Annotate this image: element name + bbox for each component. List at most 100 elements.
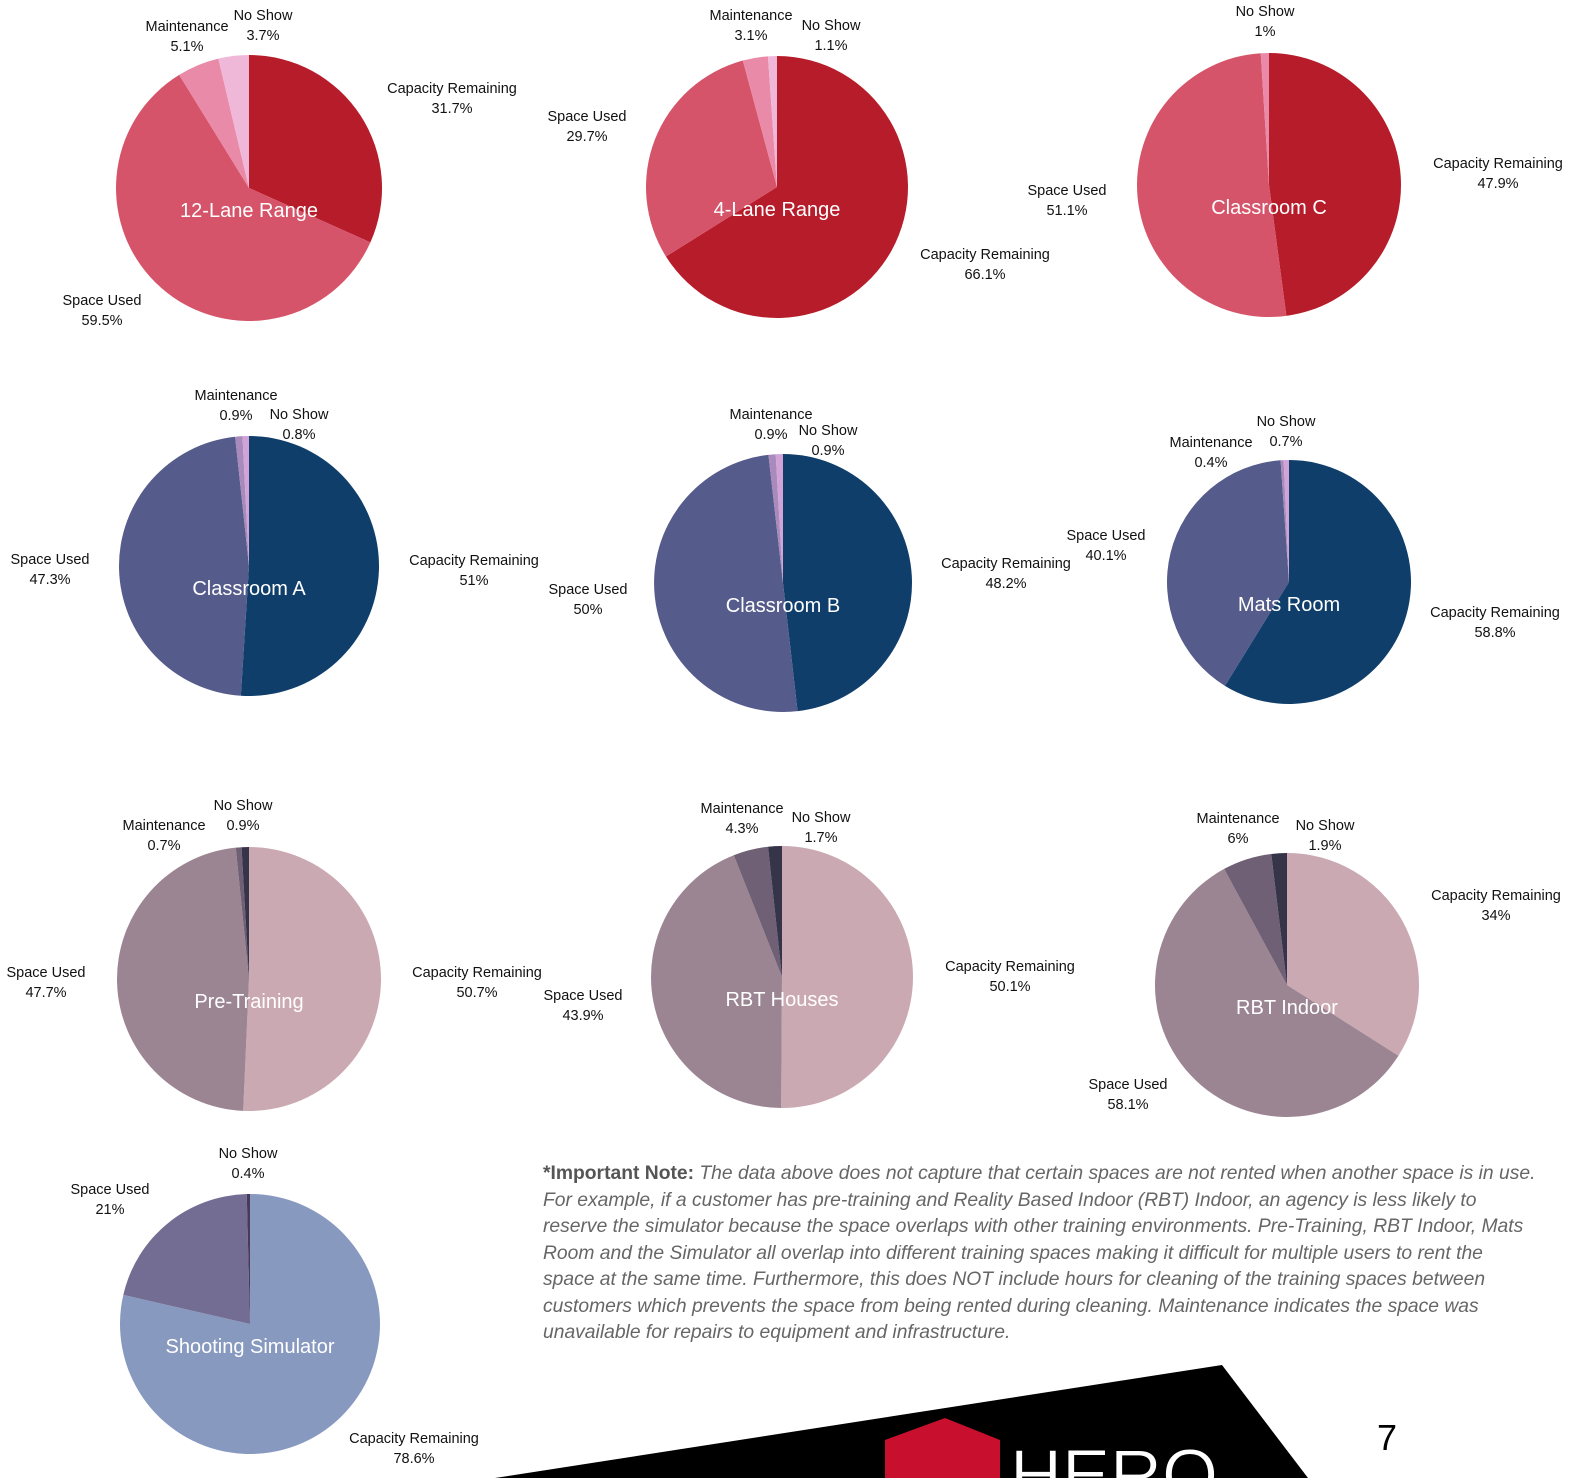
slice-label: No Show [1296,818,1355,834]
slice-value: 48.2% [985,576,1026,592]
slice-label: No Show [792,810,851,826]
footer-band [495,1365,1308,1478]
pie-slice [1283,460,1289,582]
slice-label: Maintenance [1169,435,1252,451]
note-lead: *Important Note: [543,1163,695,1184]
pie-slice [742,56,777,188]
pie-slice [1260,53,1269,185]
pie-slice [120,1194,381,1454]
slice-value: 47.3% [29,572,70,588]
pie-title: 4-Lane Range [714,199,841,221]
slice-value: 51.1% [1046,203,1087,219]
pie-slice [1166,460,1289,686]
slice-value: 21% [95,1202,124,1218]
pie-slice [249,55,382,243]
slice-label: Space Used [549,582,628,598]
pie-slice [1269,53,1401,316]
slice-label: Space Used [63,293,142,309]
slice-value: 50.7% [456,985,497,1001]
slice-value: 1% [1255,24,1276,40]
slice-value: 1.7% [804,830,837,846]
pie-slice [246,1194,250,1324]
slice-value: 29.7% [566,129,607,145]
pie-slice [119,436,250,696]
slice-label: Space Used [1089,1077,1168,1093]
slice-label: Space Used [544,988,623,1004]
slice-label: Maintenance [709,8,792,24]
slice-label: Capacity Remaining [1433,156,1563,172]
pie-slice [1287,853,1419,1056]
slice-value: 34% [1481,908,1510,924]
important-note: *Important Note: The data above does not… [543,1161,1538,1347]
pie-slice [665,56,908,318]
slice-value: 66.1% [964,267,1005,283]
slice-label: Space Used [7,965,86,981]
pie-slice [1155,868,1399,1117]
pie-slice [242,436,249,566]
slice-value: 0.7% [147,838,180,854]
pie-slice [1271,853,1287,985]
slice-label: No Show [802,18,861,34]
pie-slice [179,58,249,189]
pie-title: RBT Indoor [1236,997,1338,1019]
pie-slice [1224,853,1287,985]
pie-title: 12-Lane Range [180,200,318,222]
slice-value: 43.9% [562,1008,603,1024]
pie-slice [781,845,914,1108]
slice-value: 47.9% [1477,176,1518,192]
pie-slice [1137,53,1287,318]
slice-label: Capacity Remaining [1430,605,1560,621]
slice-value: 0.7% [1269,434,1302,450]
slice-label: No Show [219,1146,278,1162]
slice-value: 4.3% [725,821,758,837]
pie-slice [646,60,777,257]
pie-title: Classroom C [1211,197,1327,219]
slice-label: No Show [1236,4,1295,20]
logo-shield [885,1418,1000,1478]
pie-slice [116,74,371,321]
slice-label: No Show [234,8,293,24]
slice-label: Space Used [1028,183,1107,199]
slice-label: Capacity Remaining [349,1431,479,1447]
slice-label: Capacity Remaining [941,556,1071,572]
slice-value: 3.1% [734,28,767,44]
slice-value: 47.7% [25,985,66,1001]
slice-value: 0.4% [1194,455,1227,471]
slice-value: 1.1% [814,38,847,54]
slice-label: Capacity Remaining [412,965,542,981]
slice-label: Space Used [11,552,90,568]
pie-slice [775,454,783,583]
slice-label: Maintenance [145,19,228,35]
slice-value: 40.1% [1085,548,1126,564]
pie-slice [651,855,782,1108]
slice-label: Space Used [1067,528,1146,544]
slice-value: 3.7% [246,28,279,44]
slice-value: 0.4% [231,1166,264,1182]
slice-value: 50.1% [989,979,1030,995]
slice-value: 58.8% [1474,625,1515,641]
slice-label: Capacity Remaining [920,247,1050,263]
pie-title: Classroom A [192,578,306,600]
slice-value: 0.9% [754,427,787,443]
slice-label: Capacity Remaining [387,81,517,97]
slice-label: Maintenance [194,388,277,404]
pie-title: Classroom B [726,595,840,617]
slice-value: 0.9% [226,818,259,834]
slice-value: 59.5% [81,313,122,329]
pie-slice [123,1194,250,1324]
pie-slice [768,846,782,977]
pie-slice [218,55,249,188]
slice-label: Capacity Remaining [409,553,539,569]
slice-label: No Show [270,407,329,423]
pie-title: Mats Room [1238,594,1340,616]
slice-value: 0.9% [219,408,252,424]
slice-label: Space Used [71,1182,150,1198]
slice-value: 5.1% [170,39,203,55]
slice-label: No Show [1257,414,1316,430]
slice-value: 6% [1228,831,1249,847]
pie-slice [1224,460,1411,704]
pie-title: RBT Houses [725,989,838,1011]
slice-value: 51% [459,573,488,589]
pie-slice [240,436,379,696]
